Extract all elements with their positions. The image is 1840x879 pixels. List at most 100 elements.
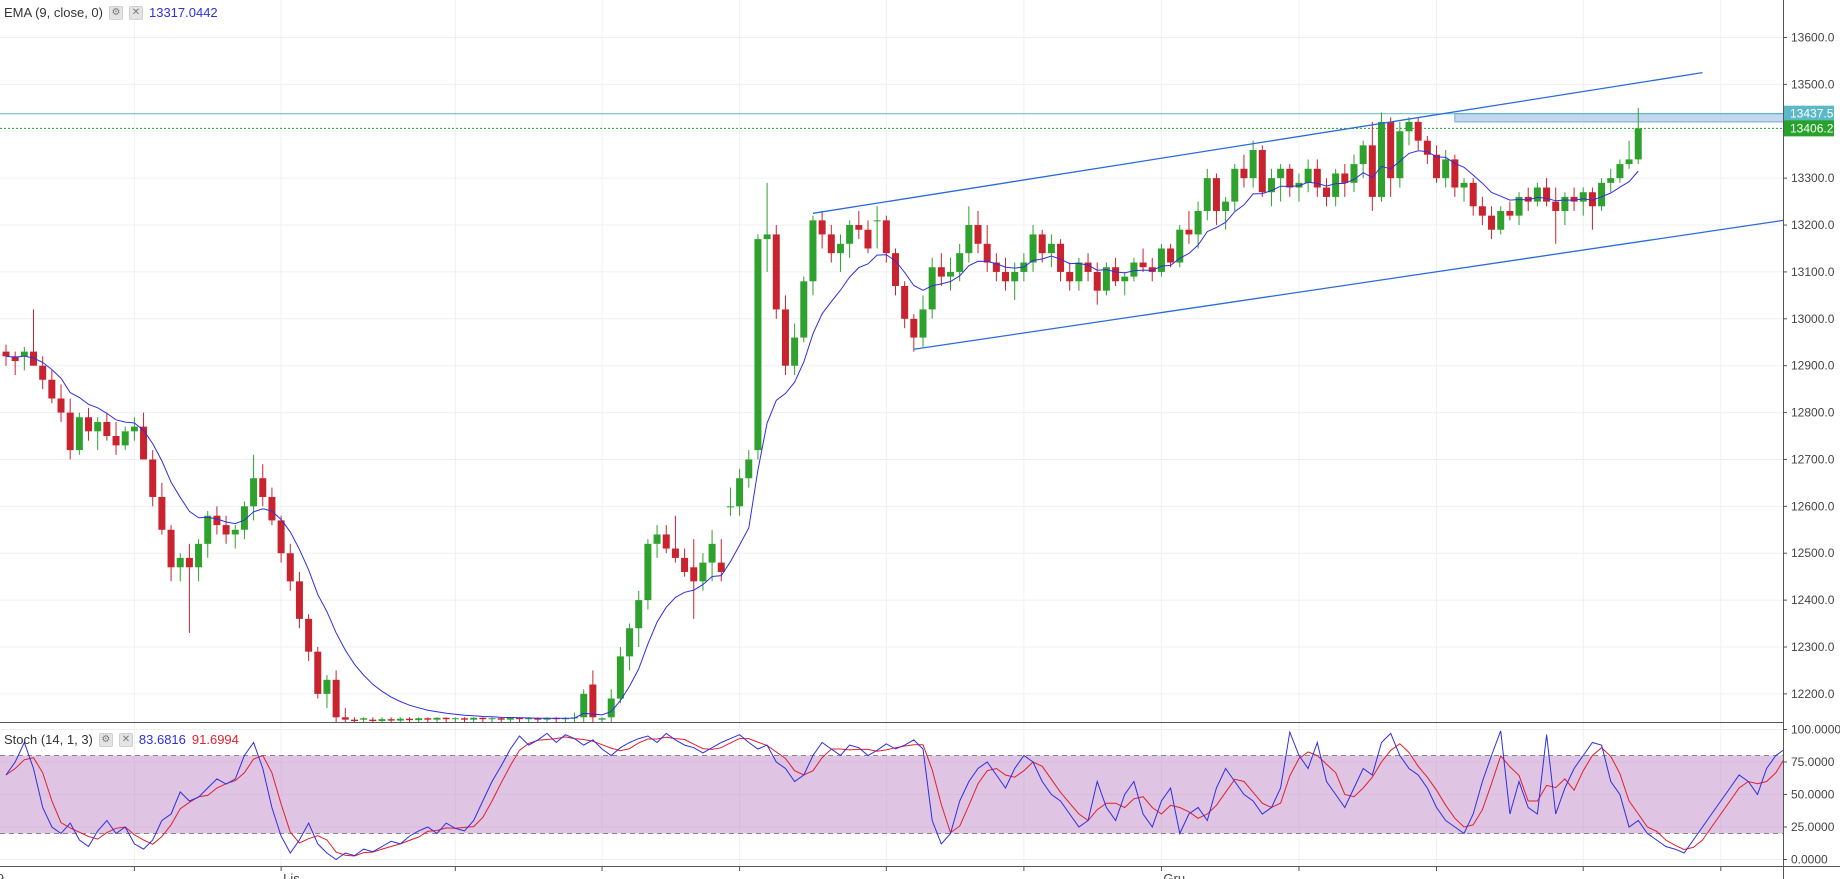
candle-body [314, 651, 322, 694]
ema-remove-close-icon[interactable]: ✕ [128, 5, 143, 20]
candle [1057, 239, 1065, 282]
candle-body [754, 239, 762, 451]
candle [360, 717, 368, 722]
candle-body [1570, 196, 1578, 202]
candle-body [195, 543, 203, 568]
candle-body [470, 717, 478, 720]
candle [405, 717, 413, 722]
stoch-tick-label: 25.0000 [1791, 820, 1835, 834]
candle-body [1442, 159, 1450, 179]
candle [39, 356, 47, 390]
candle [1322, 178, 1330, 207]
candle [396, 717, 404, 722]
candle-body [928, 267, 936, 310]
candle [286, 543, 294, 591]
ema-settings-gear-icon[interactable]: ⚙ [108, 5, 123, 20]
candle-body [1543, 187, 1551, 202]
candle [75, 412, 83, 455]
trendlines[interactable] [812, 72, 1831, 350]
price-axis[interactable]: 12200.0 12300.0 12400.0 12500.0 12600.0 12700… [1783, 31, 1835, 701]
stoch-settings-gear-icon[interactable]: ⚙ [98, 732, 113, 747]
candle-body [736, 478, 744, 507]
candle-body [213, 515, 221, 526]
candle [1552, 187, 1560, 244]
candle [616, 646, 624, 704]
candle [1130, 257, 1138, 282]
drawings-zones[interactable] [1454, 112, 1840, 123]
candle [1203, 168, 1211, 221]
candle-body [1304, 168, 1312, 183]
candle [827, 225, 835, 263]
candle-body [332, 679, 340, 718]
candle [1616, 159, 1624, 183]
stoch-k-line [5, 730, 1804, 861]
candle [451, 717, 459, 722]
stoch-d-value: 91.6994 [191, 732, 239, 747]
candle [1029, 225, 1037, 272]
candle-body [543, 717, 551, 720]
candle-body [149, 459, 157, 497]
candle [1038, 229, 1046, 263]
candle-body [1396, 131, 1404, 179]
candle-body [2, 351, 10, 357]
stoch-legend: Stoch (14, 1, 3) ⚙ ✕ 83.6816 91.6994 [4, 732, 239, 747]
candle [1524, 187, 1532, 211]
candle [158, 482, 166, 535]
price-tick-label: 12700.0 [1791, 452, 1835, 466]
candle-body [1066, 271, 1074, 282]
channel-upper[interactable] [812, 72, 1703, 214]
candle [415, 717, 423, 722]
candle [891, 248, 899, 296]
stoch-label: Stoch (14, 1, 3) [4, 732, 93, 747]
stoch-axis[interactable]: 0.0000 25.0000 50.0000 75.0000 100.0000 [1783, 723, 1840, 867]
candle-body [130, 426, 138, 432]
candle-body [1332, 173, 1340, 197]
candle-body [626, 628, 634, 657]
candle-body [1176, 229, 1184, 263]
stoch-remove-close-icon[interactable]: ✕ [118, 732, 133, 747]
candle-body [1478, 206, 1486, 216]
candle [442, 717, 450, 722]
stoch-band [0, 755, 1783, 834]
candle-body [1368, 145, 1376, 197]
candle-body [1148, 267, 1156, 272]
candle [580, 689, 588, 722]
price-tick-label: 12300.0 [1791, 640, 1835, 654]
candle-body [204, 515, 212, 544]
candle-body [1212, 178, 1220, 211]
candle-body [681, 557, 689, 572]
candle-body [1359, 145, 1367, 165]
candle-body [231, 529, 239, 535]
candle-body [662, 534, 670, 549]
candle [1368, 121, 1376, 211]
last-price-tag-bg [1784, 120, 1834, 137]
candle-body [690, 567, 698, 582]
price-tick-label: 12900.0 [1791, 359, 1835, 373]
candle [140, 412, 148, 460]
candle-body [1451, 159, 1459, 188]
candle-body [708, 543, 716, 563]
candle [11, 351, 19, 376]
time-axis[interactable]: 19 Lis Gru [0, 866, 1840, 879]
candle [1423, 135, 1431, 165]
candle-body [965, 225, 973, 254]
candle [836, 234, 844, 272]
candle [1231, 164, 1239, 211]
candle [1588, 187, 1596, 230]
candle [736, 468, 744, 516]
candle-body [873, 220, 881, 222]
candle-body [1405, 121, 1413, 132]
candle [947, 257, 955, 291]
candle [1625, 140, 1633, 169]
candle-body [644, 543, 652, 601]
candle-body [140, 426, 148, 460]
channel-lower[interactable] [913, 212, 1831, 350]
stoch-tick-label: 0.0000 [1791, 853, 1828, 867]
candle [30, 309, 38, 366]
candle-body [85, 417, 93, 432]
candle-body [1616, 164, 1624, 179]
last-price-tag-text: 13406.2 [1790, 121, 1834, 135]
candle-body [1222, 201, 1230, 211]
resistance-zone[interactable] [1454, 112, 1840, 123]
